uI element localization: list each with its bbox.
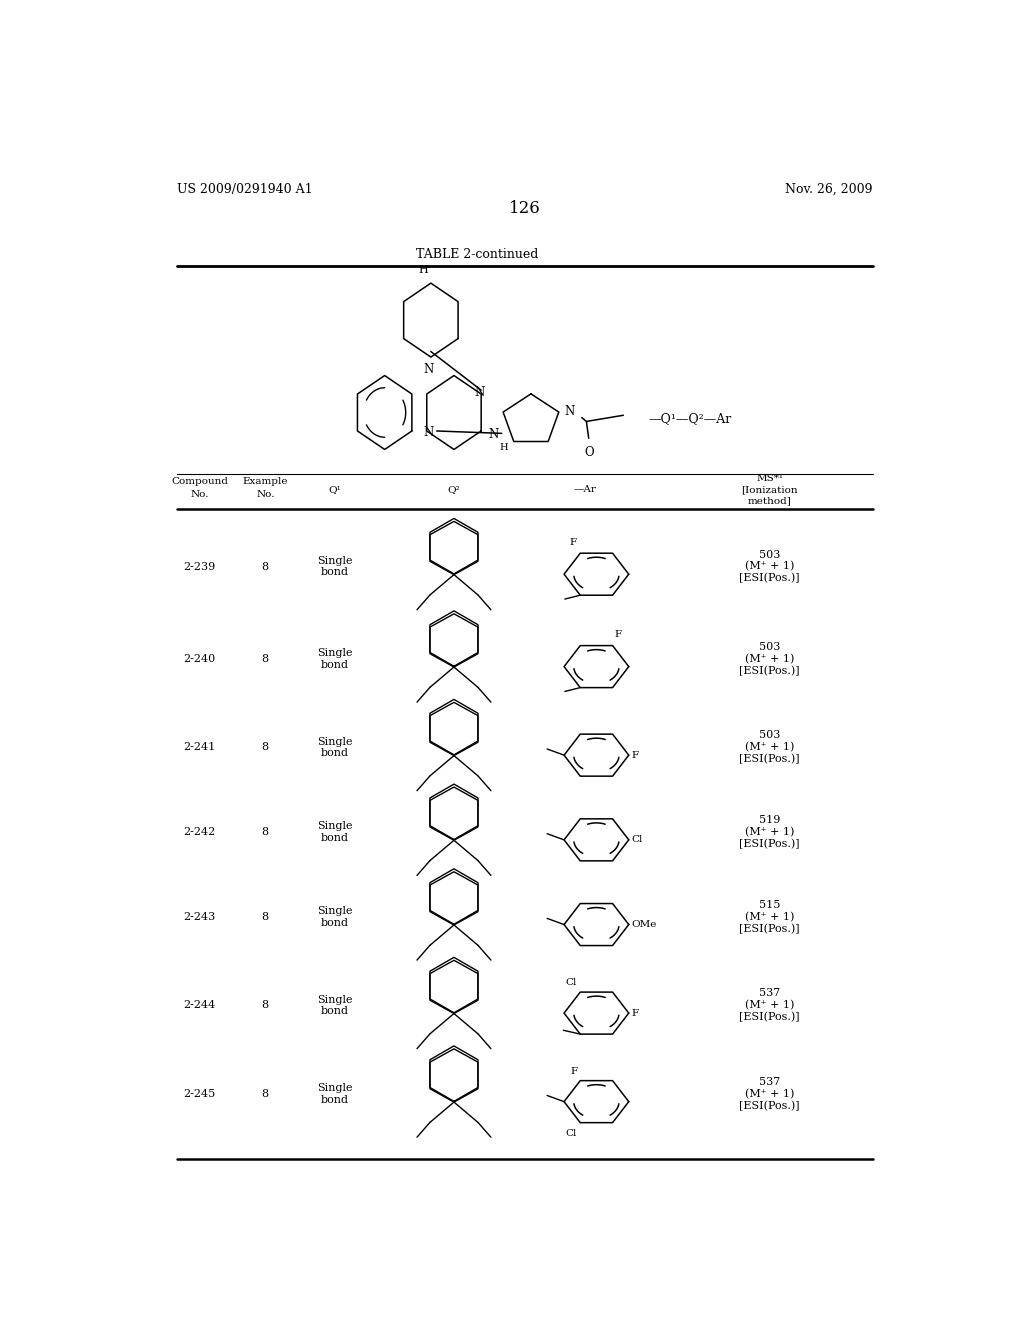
Text: 503
(M⁺ + 1)
[ESI(Pos.)]: 503 (M⁺ + 1) [ESI(Pos.)] — [739, 730, 800, 764]
Text: N: N — [474, 385, 484, 399]
Text: N: N — [488, 428, 499, 441]
Text: Example: Example — [243, 478, 288, 486]
Text: F: F — [632, 1008, 639, 1018]
Text: 2-244: 2-244 — [183, 1001, 216, 1010]
Text: F: F — [570, 1067, 578, 1076]
Text: 2-241: 2-241 — [183, 742, 216, 752]
Text: Cl: Cl — [632, 836, 643, 845]
Text: No.: No. — [190, 490, 209, 499]
Text: Single
bond: Single bond — [316, 737, 352, 758]
Text: O: O — [584, 446, 594, 459]
Text: 8: 8 — [262, 561, 269, 572]
Text: 537
(M⁺ + 1)
[ESI(Pos.)]: 537 (M⁺ + 1) [ESI(Pos.)] — [739, 1077, 800, 1111]
Text: TABLE 2-continued: TABLE 2-continued — [416, 248, 539, 261]
Text: No.: No. — [256, 490, 274, 499]
Text: 2-243: 2-243 — [183, 912, 216, 921]
Text: N: N — [424, 363, 434, 376]
Text: 537
(M⁺ + 1)
[ESI(Pos.)]: 537 (M⁺ + 1) [ESI(Pos.)] — [739, 989, 800, 1023]
Text: method]: method] — [748, 496, 792, 504]
Text: 8: 8 — [262, 1001, 269, 1010]
Text: Single
bond: Single bond — [316, 1084, 352, 1105]
Text: US 2009/0291940 A1: US 2009/0291940 A1 — [177, 182, 312, 195]
Text: Cl: Cl — [566, 978, 578, 987]
Text: 126: 126 — [509, 199, 541, 216]
Text: Q¹: Q¹ — [329, 484, 341, 494]
Text: MS*¹: MS*¹ — [756, 474, 783, 483]
Text: F: F — [632, 751, 639, 759]
Text: 8: 8 — [262, 912, 269, 921]
Text: Cl: Cl — [566, 1129, 578, 1138]
Text: OMe: OMe — [632, 920, 657, 929]
Text: Single
bond: Single bond — [316, 906, 352, 928]
Text: F: F — [569, 539, 577, 546]
Text: 2-240: 2-240 — [183, 653, 216, 664]
Text: H: H — [500, 442, 508, 451]
Text: [Ionization: [Ionization — [741, 484, 798, 494]
Text: 503
(M⁺ + 1)
[ESI(Pos.)]: 503 (M⁺ + 1) [ESI(Pos.)] — [739, 549, 800, 583]
Text: 519
(M⁺ + 1)
[ESI(Pos.)]: 519 (M⁺ + 1) [ESI(Pos.)] — [739, 816, 800, 849]
Text: N: N — [423, 426, 433, 440]
Text: 8: 8 — [262, 742, 269, 752]
Text: Single
bond: Single bond — [316, 821, 352, 843]
Text: Single
bond: Single bond — [316, 994, 352, 1016]
Text: F: F — [614, 631, 622, 639]
Text: 2-242: 2-242 — [183, 828, 216, 837]
Text: 503
(M⁺ + 1)
[ESI(Pos.)]: 503 (M⁺ + 1) [ESI(Pos.)] — [739, 642, 800, 676]
Text: —Q¹—Q²—Ar: —Q¹—Q²—Ar — [648, 412, 731, 425]
Text: Nov. 26, 2009: Nov. 26, 2009 — [785, 182, 872, 195]
Text: N: N — [564, 405, 574, 418]
Text: 2-245: 2-245 — [183, 1089, 216, 1100]
Text: 8: 8 — [262, 653, 269, 664]
Text: 515
(M⁺ + 1)
[ESI(Pos.)]: 515 (M⁺ + 1) [ESI(Pos.)] — [739, 900, 800, 933]
Text: Q²: Q² — [447, 484, 461, 494]
Text: 8: 8 — [262, 828, 269, 837]
Text: Compound: Compound — [171, 478, 228, 486]
Text: H: H — [419, 265, 429, 276]
Text: —Ar: —Ar — [573, 484, 596, 494]
Text: 8: 8 — [262, 1089, 269, 1100]
Text: 2-239: 2-239 — [183, 561, 216, 572]
Text: Single
bond: Single bond — [316, 648, 352, 669]
Text: Single
bond: Single bond — [316, 556, 352, 577]
